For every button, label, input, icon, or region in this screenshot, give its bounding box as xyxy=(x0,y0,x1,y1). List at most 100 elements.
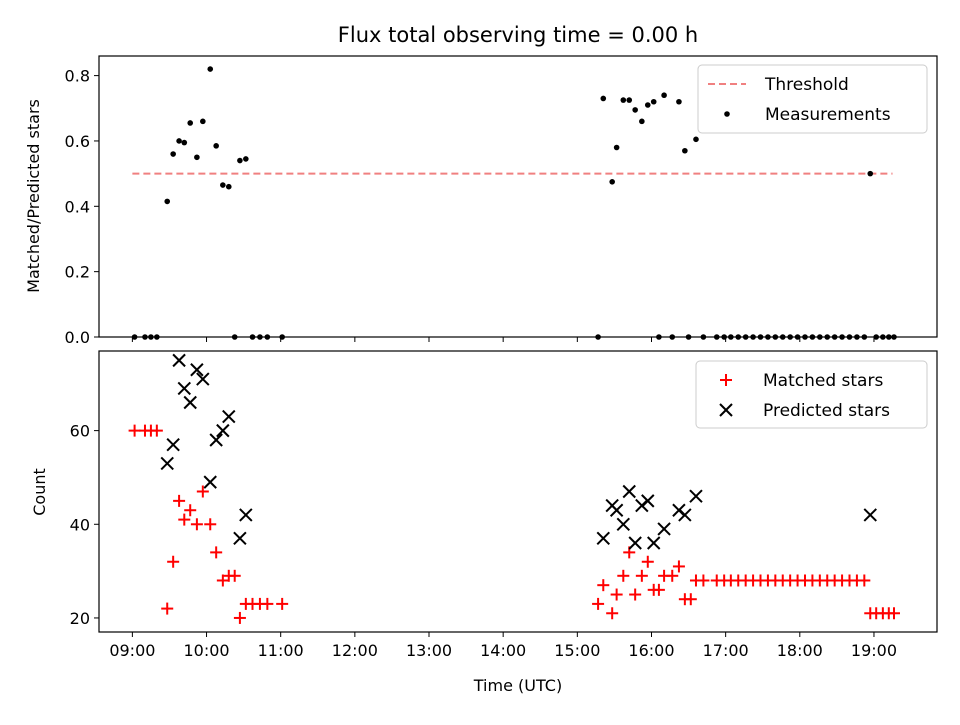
matched-stars-point xyxy=(233,611,246,624)
predicted-stars-point xyxy=(166,437,180,452)
matched-stars-point xyxy=(597,579,610,592)
bottom-legend: Matched stars Predicted stars xyxy=(695,360,928,429)
top-y-tick-label: 0.8 xyxy=(65,67,90,86)
predicted-stars-point xyxy=(678,508,692,522)
predicted-stars-point xyxy=(160,456,174,471)
predicted-stars-point xyxy=(609,503,624,517)
measurement-point xyxy=(237,157,243,164)
legend-matched-swatch xyxy=(720,374,732,386)
matched-stars-point xyxy=(641,555,654,568)
top-legend-frame xyxy=(697,64,928,134)
matched-stars-point xyxy=(196,485,209,498)
matched-stars-point xyxy=(128,424,141,437)
predicted-stars-point xyxy=(622,484,636,499)
measurement-point xyxy=(181,139,188,146)
matched-stars-point xyxy=(228,569,241,582)
predicted-stars-point xyxy=(689,489,703,503)
measurement-point xyxy=(609,178,615,185)
predicted-stars-point xyxy=(657,522,671,536)
measurement-point xyxy=(626,97,633,103)
measurement-point xyxy=(661,92,667,99)
matched-stars-point xyxy=(672,560,685,573)
predicted-stars-point xyxy=(616,517,631,531)
measurement-point xyxy=(639,118,645,125)
bottom-x-axis: 09:00 10:00 11:00 12:00 13:00 14:00 15:00 16:00… xyxy=(109,632,897,660)
bottom-x-tick-label: 16:00 xyxy=(628,641,674,660)
top-y-tick-label: 0.0 xyxy=(65,328,90,347)
predicted-stars-point xyxy=(239,508,253,522)
matched-stars-point xyxy=(635,569,648,582)
matched-stars-point xyxy=(666,569,679,582)
measurement-point xyxy=(220,182,226,188)
top-y-tick-label: 0.6 xyxy=(65,132,90,151)
top-x-axis xyxy=(131,337,875,342)
measurement-point xyxy=(194,154,200,161)
bottom-x-tick-label: 13:00 xyxy=(406,641,452,660)
matched-stars-point xyxy=(173,494,186,507)
matched-stars-point xyxy=(652,583,665,596)
predicted-stars-point xyxy=(233,531,247,546)
predicted-stars-point xyxy=(216,423,230,438)
predicted-stars-point xyxy=(183,395,197,410)
top-y-axis-label: Matched/Predicted stars xyxy=(24,99,43,293)
bottom-y-tick-label: 60 xyxy=(70,422,90,441)
bottom-plot-area xyxy=(128,353,900,624)
predicted-stars-point xyxy=(177,381,191,396)
matched-stars-point xyxy=(210,546,223,559)
predicted-stars-point xyxy=(209,433,223,447)
measurement-point xyxy=(644,102,651,108)
matched-stars-point xyxy=(684,593,697,606)
matched-stars-point xyxy=(161,602,174,615)
matched-stars-point xyxy=(150,424,163,437)
predicted-stars-point xyxy=(641,494,655,508)
predicted-stars-point xyxy=(196,372,210,386)
measurement-point xyxy=(225,183,232,190)
measurement-point xyxy=(200,118,206,125)
bottom-y-tick-label: 20 xyxy=(70,609,90,628)
matched-stars-point xyxy=(858,574,871,587)
matched-stars-point xyxy=(606,607,619,620)
bottom-x-tick-label: 09:00 xyxy=(109,641,155,660)
matched-stars-point xyxy=(629,588,642,601)
bottom-axes-frame xyxy=(98,350,938,633)
matched-stars-point xyxy=(617,569,630,582)
bottom-x-tick-label: 10:00 xyxy=(183,641,229,660)
measurement-point xyxy=(164,198,171,205)
legend-predicted-label: Predicted stars xyxy=(763,401,890,421)
measurement-point xyxy=(682,147,688,154)
predicted-stars-point xyxy=(596,531,610,546)
matched-stars-point xyxy=(697,574,710,587)
matched-stars-point xyxy=(184,504,197,517)
matched-stars-point xyxy=(167,555,180,568)
measurement-point xyxy=(620,97,627,103)
predicted-stars-point xyxy=(863,508,877,522)
matched-stars-point xyxy=(610,588,623,601)
top-axes-frame xyxy=(98,55,938,338)
matched-stars-point xyxy=(178,513,191,526)
bottom-x-tick-label: 11:00 xyxy=(258,641,304,660)
bottom-x-tick-label: 19:00 xyxy=(851,641,897,660)
matched-stars-point xyxy=(887,607,900,620)
bottom-y-axis: 20 40 60 xyxy=(70,422,99,628)
legend-predicted-swatch xyxy=(719,403,733,417)
bottom-x-tick-label: 15:00 xyxy=(554,641,600,660)
top-y-tick-label: 0.2 xyxy=(65,263,90,282)
top-y-axis: 0.0 0.2 0.4 0.6 0.8 xyxy=(65,67,99,347)
measurement-point xyxy=(676,98,682,105)
measurement-point xyxy=(600,95,607,102)
bottom-x-tick-label: 12:00 xyxy=(332,641,378,660)
predicted-stars-point xyxy=(222,409,236,424)
measurement-point xyxy=(187,120,194,126)
bottom-legend-frame xyxy=(695,360,928,429)
predicted-stars-point xyxy=(203,475,217,489)
predicted-stars-point xyxy=(647,536,661,550)
measurement-point xyxy=(243,156,249,162)
top-chart-title: Flux total observing time = 0.00 h xyxy=(338,23,698,47)
bottom-x-tick-label: 18:00 xyxy=(777,641,823,660)
matched-stars-point xyxy=(190,518,203,531)
top-legend: Threshold Measurements xyxy=(697,64,928,134)
bottom-x-tick-label: 14:00 xyxy=(480,641,526,660)
matched-stars-point xyxy=(204,518,217,531)
matched-stars-point xyxy=(276,597,289,610)
